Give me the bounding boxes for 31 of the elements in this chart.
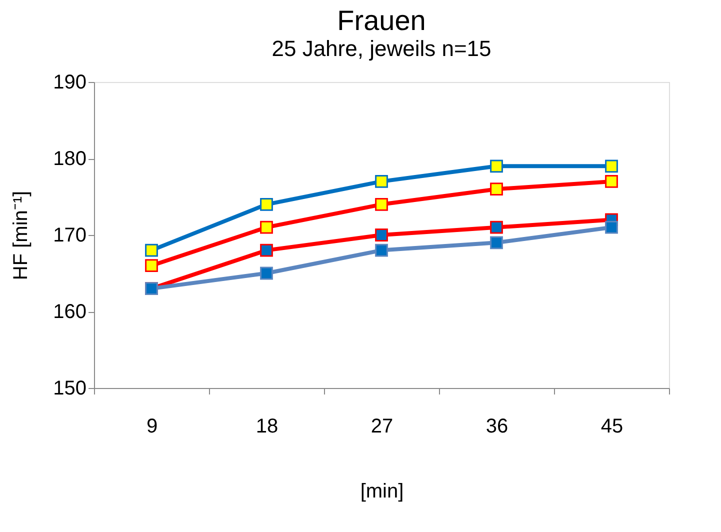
y-tick-label: 160 (53, 301, 86, 323)
chart-subtitle: 25 Jahre, jeweils n=15 (272, 36, 492, 61)
x-tick-label: 27 (370, 416, 394, 438)
point (145, 244, 158, 257)
x-tick-label: 9 (146, 416, 158, 438)
y-tick-label: 180 (53, 148, 86, 170)
point (490, 160, 503, 173)
point (375, 244, 388, 257)
y-axis-title: HF [min⁻¹] (10, 190, 32, 280)
point (375, 175, 388, 188)
point (490, 182, 503, 196)
point (605, 220, 618, 234)
point (260, 220, 273, 234)
point (260, 244, 273, 257)
point (260, 198, 273, 211)
y-tick-label: 170 (53, 224, 86, 246)
point (145, 259, 158, 272)
x-tick-label: 36 (486, 416, 508, 438)
y-tick-label: 190 (53, 72, 86, 94)
point (605, 175, 618, 188)
point (490, 220, 503, 234)
chart-title: Frauen (337, 5, 426, 36)
point (375, 198, 388, 211)
point (490, 236, 503, 250)
point (375, 228, 388, 242)
point (605, 160, 618, 173)
y-tick-label: 150 (53, 378, 86, 400)
x-axis-title: [min] (360, 480, 404, 502)
x-tick-label: 18 (256, 416, 278, 438)
point (260, 266, 273, 280)
x-tick-label: 45 (600, 416, 624, 438)
